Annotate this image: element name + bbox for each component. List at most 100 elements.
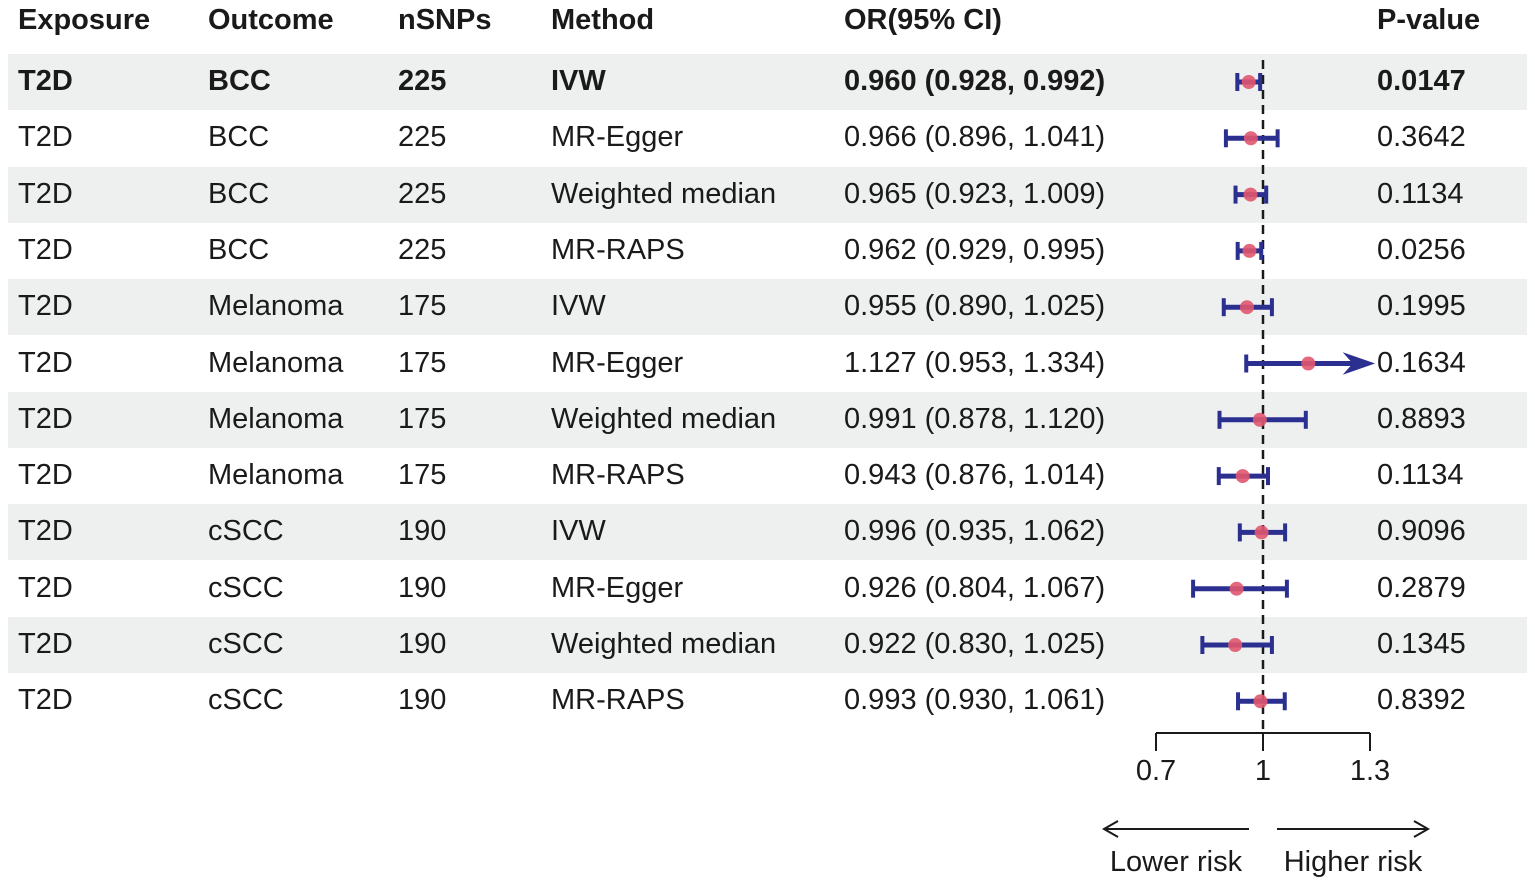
header-or-ci: OR(95% CI) — [844, 4, 1002, 36]
point-estimate — [1301, 356, 1316, 371]
cell-p-value: 0.2879 — [1377, 571, 1466, 604]
point-estimate — [1239, 300, 1254, 315]
table-row: T2D cSCC 190 MR-RAPS 0.993 (0.930, 1.061) 0.8… — [8, 673, 1527, 729]
ci-mark — [1237, 523, 1288, 542]
cell-p-value: 0.1134 — [1377, 459, 1464, 492]
cell-nsnps: 225 — [398, 177, 447, 210]
higher-risk-label: Higher risk — [1284, 846, 1423, 878]
cell-or-ci: 0.955 (0.890, 1.025) — [844, 290, 1106, 323]
cell-method: Weighted median — [551, 628, 777, 660]
cell-nsnps: 190 — [398, 628, 447, 660]
x-tick-label: 1 — [1255, 755, 1271, 787]
cell-outcome: BCC — [208, 65, 271, 97]
point-estimate — [1254, 525, 1269, 540]
lower-risk-arrow — [1101, 820, 1249, 838]
ci-mark — [1200, 636, 1274, 654]
point-estimate — [1235, 469, 1250, 484]
cell-nsnps: 190 — [398, 515, 447, 548]
cell-outcome: Melanoma — [208, 459, 344, 492]
cell-p-value: 0.1345 — [1377, 628, 1466, 660]
cell-or-ci: 1.127 (0.953, 1.334) — [844, 346, 1106, 379]
point-estimate — [1253, 694, 1268, 709]
point-estimate — [1241, 75, 1256, 89]
cell-nsnps: 175 — [398, 402, 447, 435]
cell-outcome: Melanoma — [208, 346, 344, 379]
cell-method: MR-Egger — [551, 571, 684, 604]
cell-nsnps: 175 — [398, 346, 447, 379]
ci-clip-arrow — [1342, 352, 1376, 375]
header-exposure: Exposure — [18, 4, 151, 36]
cell-exposure: T2D — [18, 290, 73, 323]
table-row: T2D BCC 225 Weighted median 0.965 (0.923, 1.… — [8, 166, 1527, 223]
ci-mark — [1236, 692, 1287, 711]
cell-outcome: cSCC — [208, 571, 284, 604]
cell-method: MR-RAPS — [551, 233, 685, 266]
cell-outcome: cSCC — [208, 628, 284, 660]
point-estimate — [1229, 581, 1244, 596]
cell-method: MR-RAPS — [551, 459, 685, 492]
cell-method: Weighted median — [551, 402, 777, 435]
cell-exposure: T2D — [18, 628, 73, 660]
cell-exposure: T2D — [18, 402, 73, 435]
ci-mark — [1216, 467, 1270, 486]
cell-p-value: 0.3642 — [1377, 121, 1466, 154]
cell-or-ci: 0.996 (0.935, 1.062) — [844, 515, 1106, 548]
cell-nsnps: 225 — [398, 121, 447, 154]
cell-exposure: T2D — [18, 346, 73, 379]
cell-nsnps: 175 — [398, 459, 447, 492]
ci-mark — [1235, 73, 1263, 91]
cell-outcome: cSCC — [208, 515, 284, 548]
cell-nsnps: 225 — [398, 65, 447, 97]
cell-exposure: T2D — [18, 684, 73, 717]
table-row: T2D cSCC 190 MR-Egger 0.926 (0.804, 1.067) 0.… — [8, 561, 1527, 617]
point-estimate — [1252, 412, 1267, 427]
ci-mark — [1244, 352, 1376, 375]
higher-risk-arrow — [1277, 820, 1431, 838]
cell-p-value: 0.0147 — [1377, 65, 1466, 97]
cell-or-ci: 0.962 (0.929, 0.995) — [844, 233, 1106, 266]
cell-p-value: 0.8392 — [1377, 684, 1466, 717]
ci-mark — [1223, 129, 1280, 148]
header-nsnps: nSNPs — [398, 4, 492, 36]
cell-p-value: 0.9096 — [1377, 515, 1466, 548]
x-tick-label: 1.3 — [1350, 755, 1390, 787]
lower-risk-label: Lower risk — [1110, 846, 1243, 878]
ci-mark — [1221, 298, 1274, 317]
cell-exposure: T2D — [18, 121, 73, 154]
ci-mark — [1191, 579, 1289, 598]
cell-p-value: 0.1995 — [1377, 290, 1466, 323]
cell-nsnps: 190 — [398, 684, 447, 717]
cell-outcome: BCC — [208, 233, 270, 266]
point-estimate — [1243, 131, 1258, 146]
cell-or-ci: 0.960 (0.928, 0.992) — [844, 65, 1106, 97]
cell-exposure: T2D — [18, 177, 73, 210]
cell-or-ci: 0.965 (0.923, 1.009) — [844, 177, 1106, 210]
cell-outcome: cSCC — [208, 684, 284, 717]
cell-nsnps: 190 — [398, 571, 447, 604]
cell-p-value: 0.1134 — [1377, 177, 1464, 210]
table-row: T2D Melanoma 175 MR-RAPS 0.943 (0.876, 1.014… — [8, 448, 1527, 504]
cell-or-ci: 0.943 (0.876, 1.014) — [844, 459, 1106, 492]
cell-or-ci: 0.993 (0.930, 1.061) — [844, 684, 1106, 717]
cell-method: Weighted median — [551, 177, 777, 210]
cell-exposure: T2D — [18, 571, 73, 604]
table-header: Exposure Outcome nSNPs Method OR(95% CI)… — [0, 0, 1535, 48]
cell-exposure: T2D — [18, 65, 73, 97]
cell-or-ci: 0.991 (0.878, 1.120) — [844, 402, 1106, 435]
cell-or-ci: 0.922 (0.830, 1.025) — [844, 628, 1106, 660]
point-estimate — [1242, 243, 1257, 258]
cell-nsnps: 175 — [398, 290, 447, 323]
ci-mark — [1217, 410, 1308, 429]
header-p-value: P-value — [1377, 4, 1481, 36]
cell-p-value: 0.1634 — [1377, 346, 1466, 379]
cell-method: MR-Egger — [551, 346, 684, 379]
cell-p-value: 0.8893 — [1377, 402, 1466, 435]
cell-method: IVW — [551, 515, 606, 548]
cell-exposure: T2D — [18, 459, 73, 492]
cell-method: MR-RAPS — [551, 684, 685, 717]
point-estimate — [1228, 638, 1243, 652]
x-tick-label: 0.7 — [1136, 755, 1176, 787]
table-row: T2D BCC 225 MR-RAPS 0.962 (0.929, 0.995) 0.02… — [8, 223, 1527, 279]
cell-outcome: Melanoma — [208, 290, 344, 323]
